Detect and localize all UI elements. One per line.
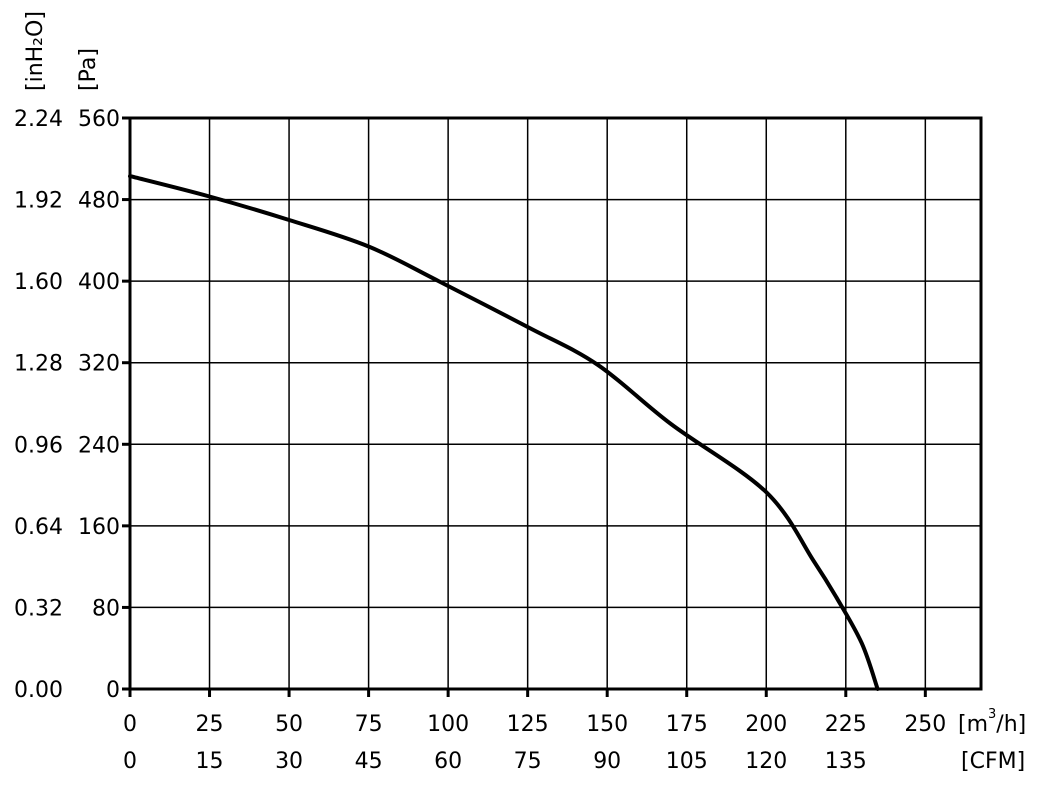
x-tick-label-primary: 125: [507, 712, 549, 737]
x-tick-label-secondary: 0: [123, 749, 137, 774]
x-tick-label-primary: 25: [196, 712, 224, 737]
x-tick-label-secondary: 45: [355, 749, 383, 774]
y-tick-label-inh2o: 1.60: [14, 270, 63, 295]
x-tick-label-primary: 100: [427, 712, 469, 737]
y-tick-label-inh2o: 0.32: [14, 596, 63, 621]
x-tick-label-primary: 200: [745, 712, 787, 737]
y-tick-label-pa: 560: [78, 107, 120, 132]
x-unit-m3h: [m3/h]: [958, 707, 1026, 737]
x-tick-label-secondary: 135: [825, 749, 867, 774]
y-tick-label-inh2o: 1.28: [14, 352, 63, 377]
x-tick-label-primary: 150: [586, 712, 628, 737]
y-tick-label-inh2o: 1.92: [14, 189, 63, 214]
x-unit-m3h-open: [m: [958, 712, 988, 737]
x-unit-m3h-sup: 3: [988, 707, 996, 722]
y-tick-label-inh2o: 0.64: [14, 515, 63, 540]
x-tick-label-secondary: 120: [745, 749, 787, 774]
x-tick-label-secondary: 15: [196, 749, 224, 774]
y-tick-label-pa: 240: [78, 433, 120, 458]
x-tick-label-secondary: 75: [514, 749, 542, 774]
x-tick-label-secondary: 90: [593, 749, 621, 774]
x-unit-m3h-close: /h]: [996, 712, 1026, 737]
y-tick-label-inh2o: 2.24: [14, 107, 63, 132]
axis-ticks: [122, 116, 927, 697]
x-axis-unit-labels: [m3/h] [CFM]: [958, 707, 1026, 774]
y-unit-inh2o: [inH₂O]: [23, 11, 48, 91]
x-tick-label-secondary: 60: [434, 749, 462, 774]
x-tick-label-primary: 75: [355, 712, 383, 737]
x-tick-label-secondary: 30: [275, 749, 303, 774]
y-tick-label-pa: 80: [92, 596, 120, 621]
x-tick-label-primary: 0: [123, 712, 137, 737]
y-tick-label-pa: 400: [78, 270, 120, 295]
grid: [130, 118, 981, 689]
y-tick-label-inh2o: 0.96: [14, 433, 63, 458]
y-tick-label-pa: 160: [78, 515, 120, 540]
y-axis-unit-labels: [inH₂O] [Pa]: [23, 11, 101, 91]
pressure-flow-curve: [128, 174, 880, 691]
tick-labels: 0 25 50 75 100 125 150 175 200 225 250 0 15 30 45 60 75 9…: [14, 107, 946, 774]
x-tick-label-primary: 225: [825, 712, 867, 737]
y-tick-label-pa: 480: [78, 189, 120, 214]
y-tick-label-pa: 0: [106, 678, 120, 703]
y-unit-pa: [Pa]: [76, 48, 101, 91]
x-tick-label-primary: 175: [666, 712, 708, 737]
plot-frame: [128, 116, 983, 691]
x-unit-cfm: [CFM]: [961, 749, 1025, 774]
y-tick-label-pa: 320: [78, 352, 120, 377]
x-tick-label-primary: 50: [275, 712, 303, 737]
x-tick-label-secondary: 105: [666, 749, 708, 774]
x-tick-label-primary: 250: [904, 712, 946, 737]
y-tick-label-inh2o: 0.00: [14, 678, 63, 703]
